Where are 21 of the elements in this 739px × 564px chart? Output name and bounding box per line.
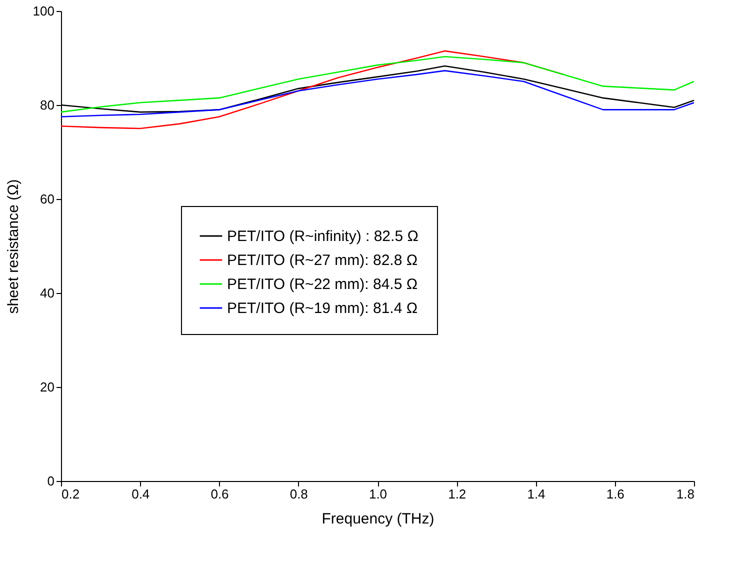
legend-label: PET/ITO (R~22 mm): 84.5 Ω	[227, 276, 418, 293]
x-tick-label: 0.2	[62, 486, 80, 502]
legend-label: PET/ITO (R~infinity) : 82.5 Ω	[227, 228, 418, 245]
x-tick-label: 1.8	[676, 486, 694, 502]
y-axis-title: sheet resistance (Ω)	[4, 179, 22, 314]
x-tick-label: 0.6	[210, 486, 229, 502]
x-tick-label: 1.0	[368, 486, 388, 502]
y-tick-label: 0	[47, 474, 54, 488]
x-tick-label: 1.6	[606, 486, 624, 502]
legend-label: PET/ITO (R~19 mm): 81.4 Ω	[227, 300, 418, 317]
y-tick-label: 60	[40, 192, 54, 206]
y-tick-label: 100	[32, 4, 54, 18]
y-tick-label: 80	[40, 98, 54, 112]
x-axis-title: Frequency (THz)	[322, 510, 434, 528]
legend-label: PET/ITO (R~27 mm): 82.8 Ω	[227, 252, 418, 269]
x-tick-label: 1.4	[527, 486, 546, 502]
y-tick-label: 20	[40, 380, 54, 394]
x-tick-label: 0.4	[132, 486, 150, 502]
x-tick-label: 1.2	[448, 486, 466, 502]
y-tick-label: 40	[40, 286, 54, 300]
x-tick-label: 0.8	[290, 486, 308, 502]
